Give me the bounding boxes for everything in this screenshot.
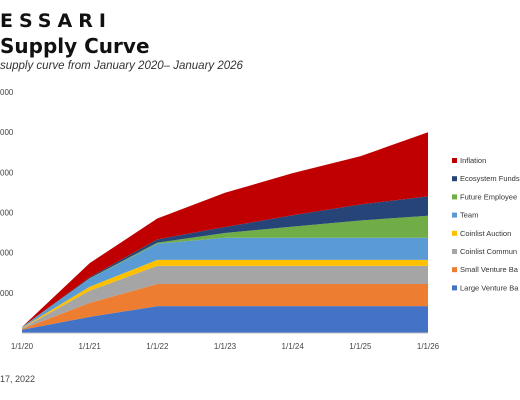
x-tick-label: 1/1/26 xyxy=(417,342,440,351)
legend-swatch xyxy=(452,176,457,182)
legend-label: Future Employee xyxy=(460,192,517,201)
y-tick-label: 000 xyxy=(0,249,14,258)
legend-swatch xyxy=(452,230,457,236)
area-series-large-venture-ba xyxy=(22,306,428,333)
y-tick-label: 000 xyxy=(0,168,14,177)
x-tick-label: 1/1/23 xyxy=(214,342,237,351)
legend-label: Team xyxy=(460,211,478,220)
chart-title: Supply Curve xyxy=(0,34,150,58)
area-series-team xyxy=(22,237,428,328)
legend-swatch xyxy=(452,194,457,200)
y-tick-label: 000 xyxy=(0,128,14,137)
legend-label: Inflation xyxy=(460,156,486,165)
brand-logo: ESSARI xyxy=(0,10,112,32)
area-series-small-venture-ba xyxy=(22,284,428,330)
y-tick-label: 000 xyxy=(0,289,14,298)
x-tick-label: 1/1/22 xyxy=(146,342,169,351)
legend-swatch xyxy=(452,249,457,254)
area-series-future-employee xyxy=(22,215,428,327)
legend-swatch xyxy=(452,158,457,163)
legend-label: Large Venture Ba xyxy=(460,283,519,292)
area-series-coinlist-auction xyxy=(22,259,428,329)
y-tick-label: 000 xyxy=(0,88,14,97)
area-series-inflation xyxy=(22,132,428,327)
area-series-coinlist-commun xyxy=(22,265,428,329)
area-series-ecosystem-funds xyxy=(22,196,428,327)
legend-swatch xyxy=(452,285,457,291)
legend-label: Ecosystem Funds xyxy=(460,174,520,183)
legend-label: Coinlist Auction xyxy=(460,229,511,238)
x-tick-label: 1/1/25 xyxy=(349,342,372,351)
y-tick-label: 000 xyxy=(0,209,14,218)
legend-swatch xyxy=(452,267,457,273)
legend-label: Coinlist Commun xyxy=(460,247,517,256)
chart-subtitle: supply curve from January 2020– January … xyxy=(0,60,243,72)
footer-date: 17, 2022 xyxy=(0,374,36,384)
x-tick-label: 1/1/21 xyxy=(79,342,102,351)
x-tick-label: 1/1/20 xyxy=(11,342,34,351)
x-tick-label: 1/1/24 xyxy=(282,342,305,351)
legend-label: Small Venture Ba xyxy=(460,265,519,274)
legend-swatch xyxy=(452,212,457,218)
